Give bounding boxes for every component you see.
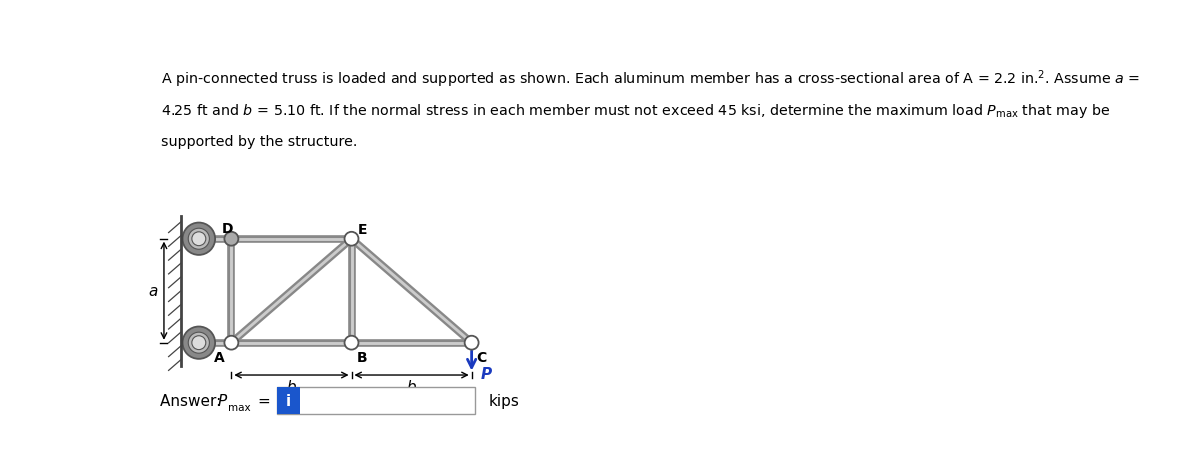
Circle shape (182, 223, 215, 255)
Text: A pin-connected truss is loaded and supported as shown. Each aluminum member has: A pin-connected truss is loaded and supp… (161, 69, 1140, 90)
Text: kips: kips (488, 393, 520, 408)
Text: B: B (358, 350, 367, 365)
FancyBboxPatch shape (277, 387, 475, 414)
Text: P: P (481, 366, 492, 381)
Circle shape (344, 232, 359, 246)
Circle shape (188, 229, 210, 250)
Circle shape (182, 327, 215, 359)
Text: b: b (407, 379, 416, 394)
FancyBboxPatch shape (277, 387, 300, 414)
Circle shape (188, 332, 210, 354)
Text: 4.25 ft and $b$ = 5.10 ft. If the normal stress in each member must not exceed 4: 4.25 ft and $b$ = 5.10 ft. If the normal… (161, 102, 1110, 120)
Text: Answer:: Answer: (160, 393, 226, 408)
Text: max: max (228, 403, 251, 413)
Circle shape (224, 232, 239, 246)
Circle shape (464, 336, 479, 350)
Text: E: E (358, 222, 367, 236)
Text: b: b (287, 379, 296, 394)
Text: A: A (215, 350, 226, 365)
Text: =: = (257, 393, 270, 408)
Circle shape (224, 336, 239, 350)
Text: supported by the structure.: supported by the structure. (161, 135, 358, 149)
Text: C: C (476, 350, 487, 365)
Text: D: D (222, 221, 233, 236)
Circle shape (192, 232, 206, 246)
Circle shape (192, 336, 206, 350)
Text: $P$: $P$ (217, 393, 228, 408)
Text: i: i (286, 393, 292, 408)
Circle shape (344, 336, 359, 350)
Text: a: a (149, 284, 157, 298)
